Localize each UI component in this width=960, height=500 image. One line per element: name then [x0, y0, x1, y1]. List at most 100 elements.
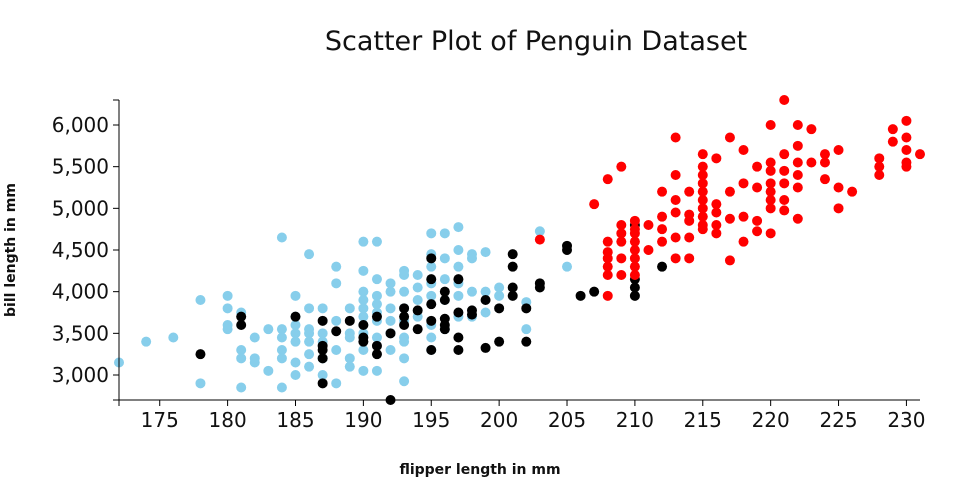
series-0	[114, 222, 573, 393]
y-axis-label: bill length in mm	[3, 183, 19, 317]
data-point	[344, 353, 355, 364]
data-point	[304, 328, 315, 339]
data-point	[684, 215, 695, 226]
x-tick-label: 225	[819, 408, 857, 432]
data-point	[263, 324, 274, 335]
data-point	[779, 195, 790, 205]
data-point	[426, 228, 437, 239]
data-point	[874, 161, 885, 172]
data-point	[290, 370, 301, 380]
data-point	[670, 170, 681, 180]
series-2	[534, 95, 925, 301]
data-point	[562, 245, 573, 255]
data-point	[711, 228, 722, 239]
data-point	[901, 145, 912, 155]
data-point	[507, 282, 518, 293]
data-point	[358, 265, 369, 276]
data-point	[290, 357, 301, 368]
data-point	[236, 345, 247, 355]
data-point	[697, 224, 708, 235]
data-point	[765, 157, 776, 168]
data-point	[738, 145, 749, 155]
data-point	[616, 236, 627, 247]
data-point	[494, 336, 505, 347]
data-point	[371, 349, 382, 360]
x-tick-label: 215	[684, 408, 722, 432]
data-point	[711, 153, 722, 164]
data-point	[629, 261, 640, 272]
data-point	[806, 157, 817, 168]
data-point	[806, 124, 817, 135]
data-point	[697, 186, 708, 197]
data-point	[317, 370, 328, 380]
data-point	[670, 195, 681, 205]
data-point	[629, 290, 640, 301]
data-point	[833, 203, 844, 214]
data-point	[290, 311, 301, 322]
data-point	[874, 153, 885, 164]
data-point	[833, 145, 844, 155]
data-point	[792, 182, 803, 193]
data-point	[331, 326, 342, 337]
data-point	[276, 382, 287, 393]
data-point	[480, 295, 491, 305]
x-tick-label: 190	[344, 408, 382, 432]
x-tick-label: 230	[887, 408, 925, 432]
data-point	[657, 211, 668, 222]
data-point	[276, 353, 287, 364]
data-point	[616, 253, 627, 264]
data-point	[657, 261, 668, 272]
data-point	[358, 236, 369, 247]
data-point	[616, 161, 627, 172]
data-point	[358, 365, 369, 376]
y-tick-label: 4,500	[52, 238, 109, 262]
data-point	[399, 376, 410, 387]
data-point	[901, 161, 912, 172]
data-point	[779, 205, 790, 216]
series-1	[195, 220, 668, 405]
data-point	[358, 286, 369, 297]
data-point	[643, 220, 654, 230]
data-point	[765, 165, 776, 176]
data-point	[344, 332, 355, 343]
data-point	[331, 278, 342, 289]
data-point	[697, 195, 708, 205]
data-point	[426, 290, 437, 301]
data-point	[887, 136, 898, 147]
data-point	[317, 345, 328, 355]
data-point	[399, 270, 410, 280]
y-tick-label: 3,000	[52, 363, 109, 387]
data-point	[290, 290, 301, 301]
x-tick-label: 175	[141, 408, 179, 432]
data-point	[304, 303, 315, 314]
data-point	[195, 378, 206, 389]
data-point	[304, 361, 315, 372]
data-point	[765, 120, 776, 130]
data-point	[711, 199, 722, 210]
data-point	[602, 261, 613, 272]
data-point	[317, 315, 328, 326]
data-point	[534, 234, 545, 245]
data-point	[819, 149, 830, 160]
data-point	[507, 249, 518, 260]
data-point	[792, 120, 803, 130]
data-point	[602, 290, 613, 301]
data-point	[358, 345, 369, 355]
data-point	[412, 295, 423, 305]
data-point	[819, 174, 830, 185]
data-point	[399, 303, 410, 314]
data-point	[412, 305, 423, 316]
data-point	[439, 228, 450, 239]
data-point	[399, 286, 410, 297]
data-point	[276, 345, 287, 355]
data-point	[494, 303, 505, 314]
data-point	[290, 320, 301, 330]
data-point	[792, 213, 803, 224]
data-point	[358, 303, 369, 314]
data-point	[290, 328, 301, 339]
data-point	[317, 378, 328, 389]
data-point	[629, 215, 640, 226]
data-point	[779, 178, 790, 189]
data-point	[494, 282, 505, 293]
data-point	[453, 274, 464, 285]
